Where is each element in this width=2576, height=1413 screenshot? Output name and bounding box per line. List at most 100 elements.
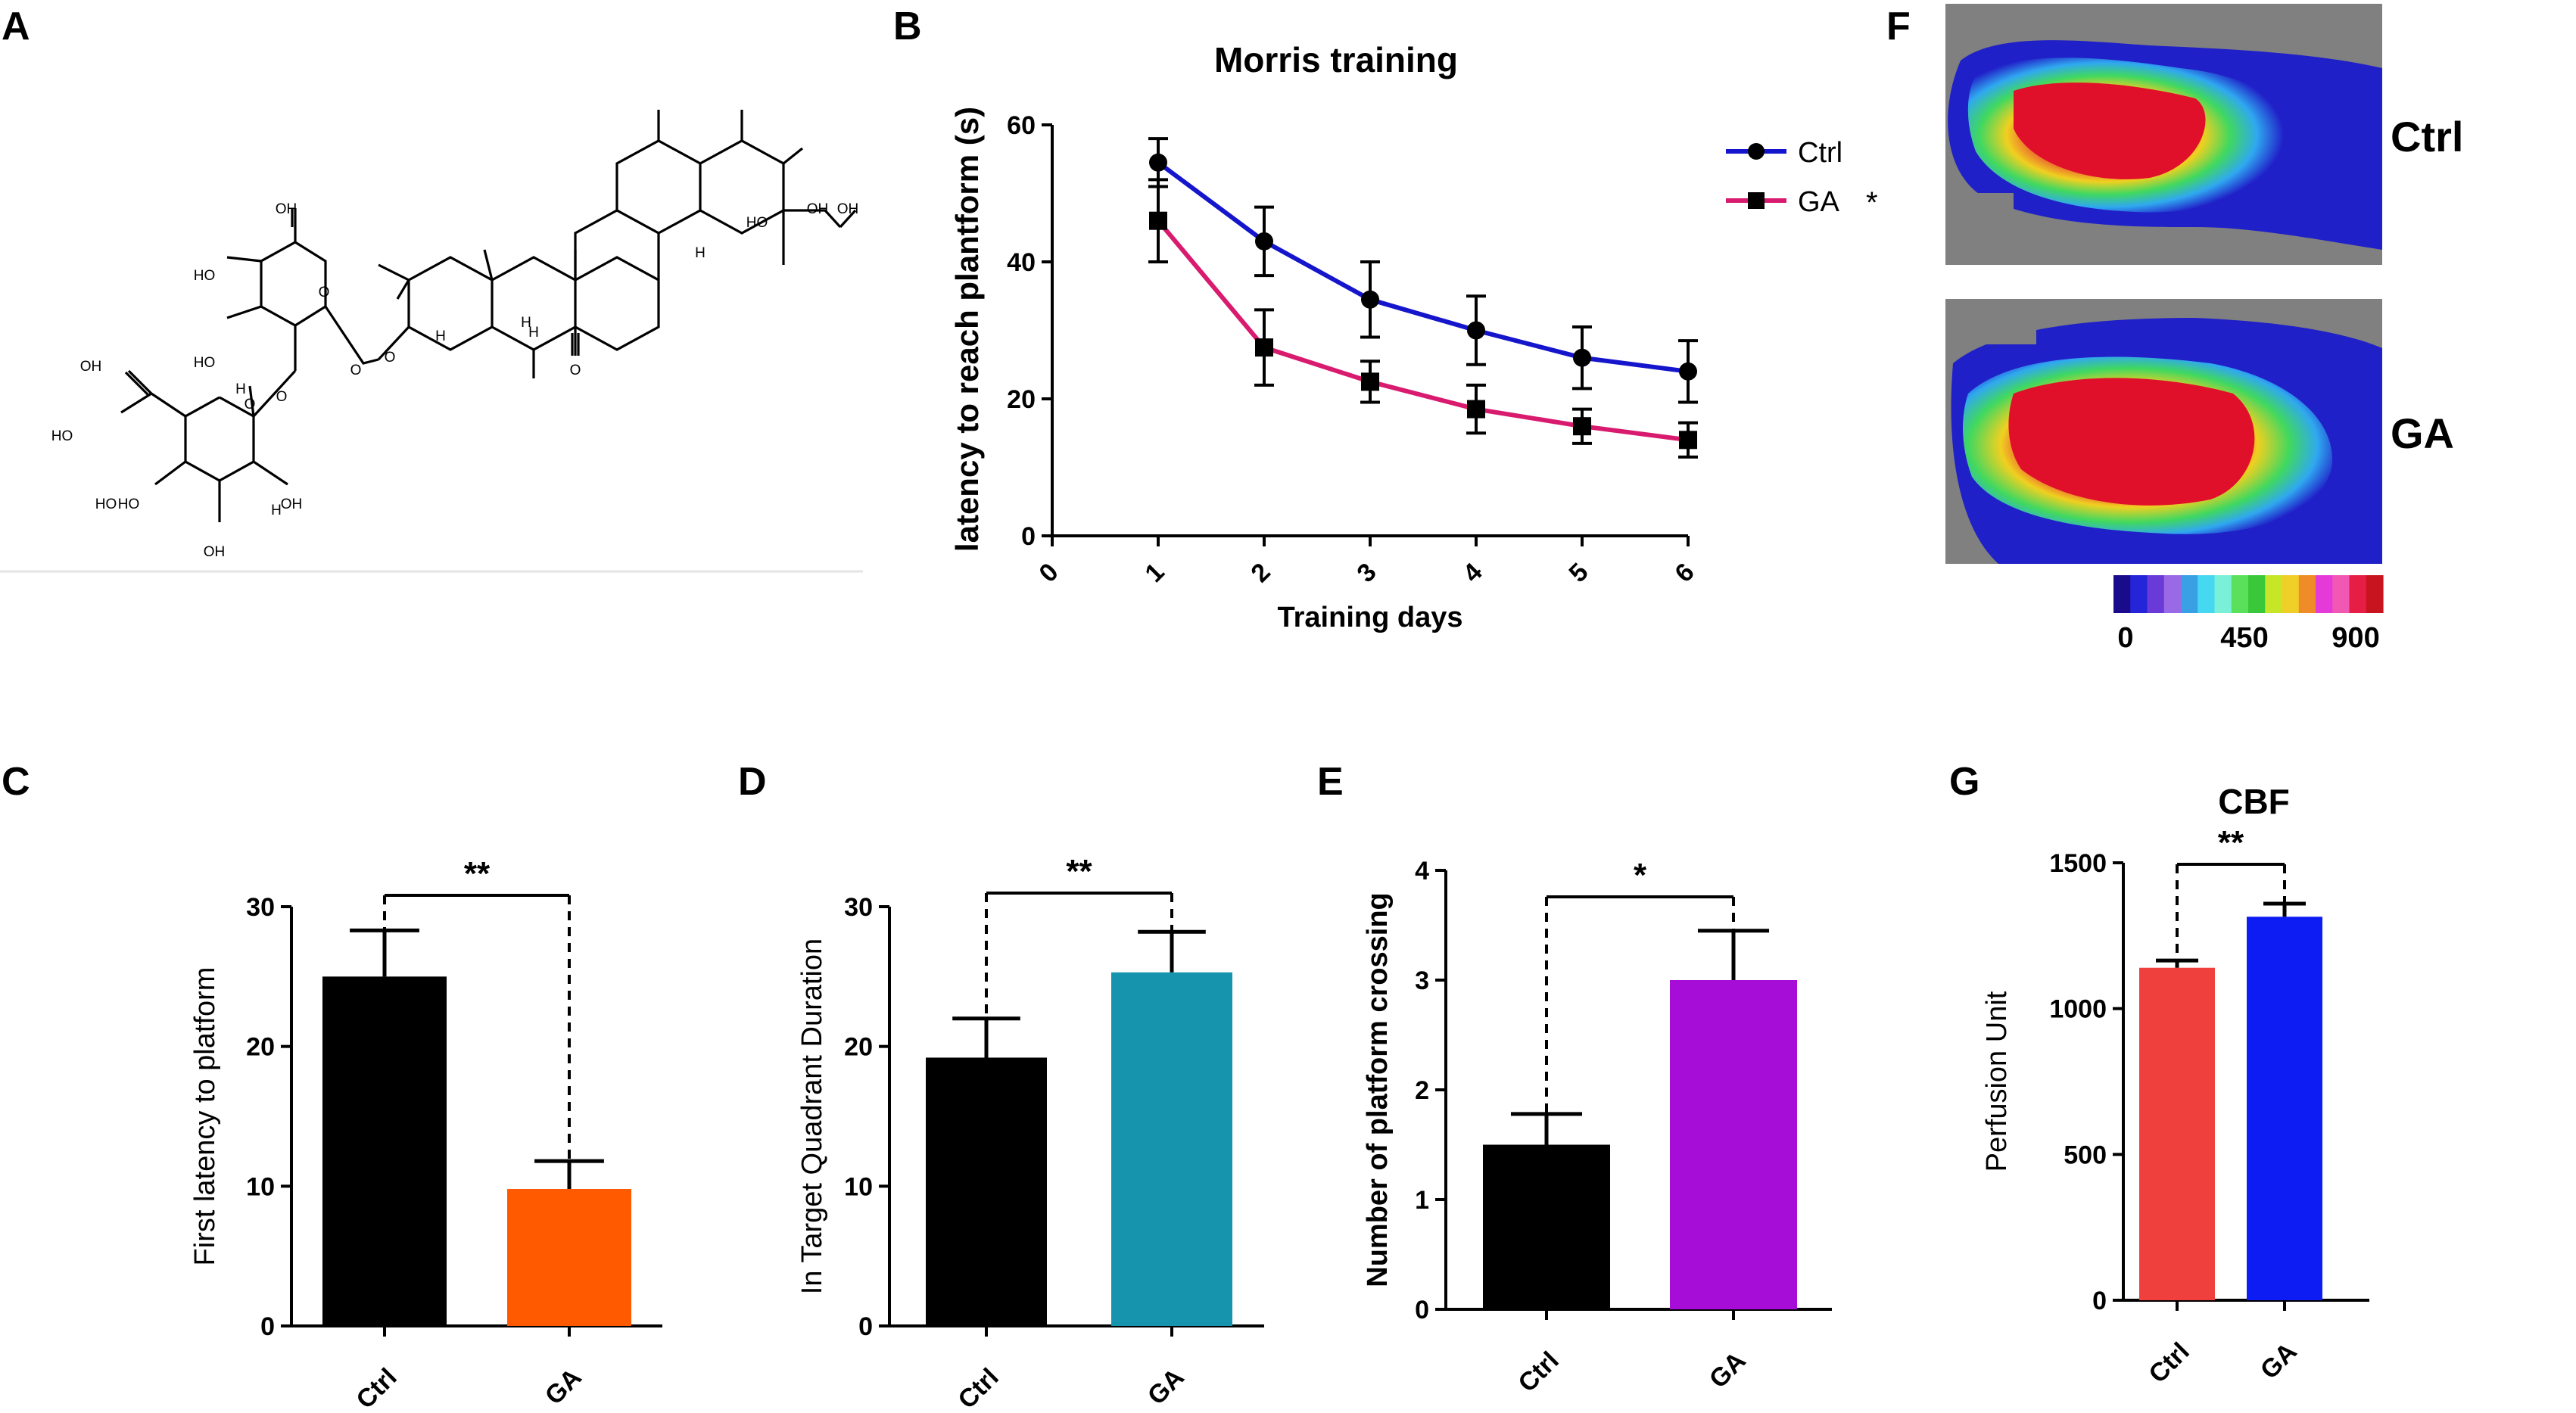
colorbar-segment	[2349, 575, 2367, 613]
chem-atom-label: H	[695, 245, 706, 261]
x-tick-label-d: GA	[1142, 1363, 1190, 1411]
colorbar-segment	[2163, 575, 2182, 613]
colorbar-segment	[2113, 575, 2131, 613]
bar-ga	[1111, 972, 1232, 1326]
y-tick-label-e: 4	[1415, 857, 1429, 885]
significance-marker-g: **	[2218, 824, 2244, 861]
data-point-ga	[1573, 417, 1591, 436]
x-tick-label-c: Ctrl	[350, 1363, 402, 1413]
colorbar-segment	[2316, 575, 2333, 613]
chem-atom-label: HO	[194, 268, 216, 284]
colorbar	[2113, 575, 2384, 613]
bar-chart-target-quadrant: 0 10 20 30 In Target Quadrant Duration Ctrl GA…	[796, 853, 1264, 1413]
x-axis-title-b: Training days	[1278, 602, 1463, 633]
line-chart-morris: Morris training 0 20 40 60 0 1 2 3 4 5 6 Training da…	[949, 40, 1878, 633]
y-tick-label-c: 10	[246, 1172, 275, 1201]
legend-label-ga: GA	[1798, 186, 1840, 218]
y-axis-title-g: Perfusion Unit	[1981, 991, 2013, 1172]
legend-label-ctrl: Ctrl	[1798, 137, 1842, 169]
y-tick-label-e: 1	[1415, 1186, 1429, 1215]
series-line-ctrl	[1157, 160, 1689, 374]
chem-atom-label: O	[276, 389, 288, 405]
legend-marker-ga	[1748, 192, 1765, 209]
chem-atom-label: O	[350, 363, 362, 378]
y-axis-title-e: Number of platform crossing	[1362, 892, 1394, 1287]
y-tick-label-c: 0	[260, 1312, 275, 1341]
perfusion-label-ga: GA	[2391, 409, 2454, 457]
x-tick-label-b: 3	[1351, 558, 1381, 588]
chem-atom-label: HO	[194, 355, 216, 371]
chem-atom-label: OH	[807, 201, 829, 217]
y-tick-label-d: 0	[858, 1312, 873, 1341]
colorbar-segment	[2214, 575, 2232, 613]
chemical-structure	[0, 110, 863, 573]
colorbar-segment	[2248, 575, 2266, 613]
chem-atom-label: H	[271, 503, 282, 518]
panel-label-a: A	[2, 5, 30, 48]
colorbar-segment	[2147, 575, 2165, 613]
colorbar-segment	[2298, 575, 2316, 613]
bar-chart-cbf: CBF 0 500 1000 1500 Perfusion Unit Ctrl GA **	[1981, 782, 2369, 1389]
y-tick-label-e: 0	[1415, 1296, 1429, 1324]
x-tick-label-b: 2	[1245, 558, 1276, 588]
panel-label-e: E	[1317, 760, 1344, 804]
y-tick-label-g: 1500	[2049, 849, 2107, 878]
x-tick-label-c: GA	[540, 1363, 587, 1411]
data-point-ctrl	[1361, 290, 1379, 309]
chem-atom-label: OH	[204, 544, 226, 560]
data-point-ga	[1679, 431, 1697, 450]
colorbar-segment	[2231, 575, 2249, 613]
data-point-ctrl	[1573, 348, 1591, 367]
y-tick-label-e: 2	[1415, 1076, 1429, 1105]
data-point-ctrl	[1149, 153, 1167, 172]
data-point-ga	[1361, 372, 1379, 391]
y-tick-label-e: 3	[1415, 966, 1429, 995]
x-tick-label-g: GA	[2255, 1337, 2303, 1385]
y-tick-label-b: 40	[1007, 248, 1036, 277]
chem-atom-label: H	[528, 325, 539, 341]
chem-atom-label: OH	[837, 201, 859, 217]
chart-title-b: Morris training	[1214, 40, 1458, 79]
data-point-ctrl	[1255, 232, 1273, 251]
panel-label-c: C	[2, 760, 30, 804]
y-tick-label-d: 10	[844, 1172, 873, 1201]
perfusion-images: Ctrl GA 0 450 900	[1945, 4, 2463, 654]
chem-atom-label: OH	[80, 359, 102, 375]
x-tick-label-b: 4	[1457, 558, 1487, 588]
bar-ctrl	[1483, 1144, 1610, 1309]
chart-title-g: CBF	[2218, 782, 2290, 821]
x-tick-label-e: GA	[1704, 1346, 1752, 1394]
bar-ga	[1670, 980, 1797, 1309]
chem-atom-label: HO	[95, 496, 117, 512]
y-tick-label-g: 0	[2092, 1287, 2107, 1315]
chem-atom-label: OH	[276, 201, 297, 217]
significance-marker-d: **	[1066, 853, 1092, 890]
chem-atom-label: HO	[746, 215, 768, 231]
x-tick-label-b: 5	[1563, 558, 1593, 588]
panel-label-d: D	[738, 760, 767, 804]
y-axis-title-c: First latency to platform	[189, 967, 221, 1266]
y-tick-label-b: 20	[1007, 385, 1036, 414]
panel-label-b: B	[893, 5, 922, 48]
colorbar-tick-450: 450	[2220, 622, 2268, 654]
series-line-ga	[1156, 219, 1689, 443]
data-point-ga	[1467, 400, 1485, 419]
chem-atom-label: O	[245, 397, 256, 412]
chem-atom-label: H	[435, 328, 446, 344]
y-axis-title-d: In Target Quadrant Duration	[796, 938, 828, 1294]
colorbar-segment	[2130, 575, 2148, 613]
legend-marker-ctrl	[1748, 143, 1765, 160]
chem-atom-label: HO	[51, 428, 73, 444]
x-tick-label-g: Ctrl	[2143, 1337, 2194, 1389]
x-tick-label-b: 1	[1139, 558, 1170, 588]
data-point-ga	[1255, 338, 1273, 357]
chem-atom-label: O	[319, 285, 330, 300]
significance-marker-c: **	[464, 855, 491, 892]
panel-label-f: F	[1886, 5, 1911, 48]
bar-ctrl	[926, 1057, 1047, 1326]
y-tick-label-c: 20	[246, 1033, 275, 1062]
data-point-ga	[1149, 211, 1167, 230]
y-axis-title-b: latency to reach plantform (s)	[949, 107, 985, 552]
